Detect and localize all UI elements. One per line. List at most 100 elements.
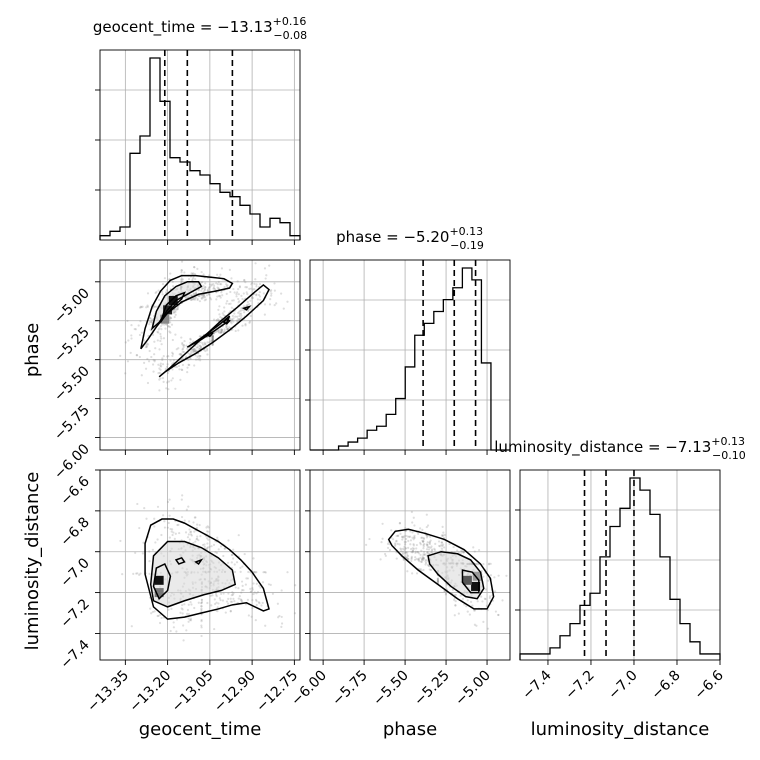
pair-geocent-time-phase-point (192, 340, 195, 343)
pair-geocent-time-phase-point (217, 280, 220, 284)
pair-geocent-time-phase-point (199, 359, 202, 362)
pair-geocent-time-luminosity-distance-point (276, 602, 279, 605)
pair-phase-luminosity-distance-point (409, 543, 412, 546)
pair-geocent-time-phase-point (187, 363, 190, 366)
pair-phase-luminosity-distance-point (510, 582, 512, 584)
pair-phase-luminosity-distance-point (425, 536, 429, 539)
pair-phase-luminosity-distance-point (403, 545, 406, 548)
pair-geocent-time-luminosity-distance-point (139, 572, 142, 575)
pair-geocent-time-phase-point (243, 279, 246, 282)
pair-geocent-time-phase-point (167, 325, 170, 328)
pair-geocent-time-luminosity-distance-point (181, 603, 184, 607)
pair-phase-luminosity-distance-point (453, 614, 456, 617)
pair-geocent-time-phase-point (156, 339, 159, 342)
pair-phase-luminosity-distance-point (427, 563, 430, 567)
pair-phase-luminosity-distance-point (454, 593, 457, 597)
pair-phase-luminosity-distance-point (381, 522, 384, 525)
pair-geocent-time-phase-point (238, 317, 241, 321)
pair-geocent-time-luminosity-distance-point (277, 616, 280, 619)
pair-geocent-time-luminosity-distance-point (293, 612, 297, 615)
pair-geocent-time-phase-point (161, 323, 164, 326)
pair-geocent-time-phase-point (213, 288, 217, 291)
pair-geocent-time-luminosity-distance-point (193, 516, 196, 519)
pair-geocent-time-phase-point (130, 324, 133, 327)
pair-phase-luminosity-distance-point (417, 558, 420, 561)
pair-geocent-time-phase-point (165, 387, 168, 390)
pair-phase-luminosity-distance-point (436, 579, 440, 582)
pair-phase-luminosity-distance-point (433, 547, 436, 550)
pair-geocent-time-phase-dense-cell-0 (168, 295, 178, 305)
pair-geocent-time-phase-point (141, 305, 144, 308)
pair-geocent-time-phase-point (211, 338, 214, 342)
pair-geocent-time-phase-point (193, 298, 197, 301)
pair-phase-luminosity-distance-point (406, 554, 410, 558)
pair-geocent-time-phase-point (233, 312, 236, 315)
pair-phase-luminosity-distance-point (400, 548, 403, 551)
pair-geocent-time-phase-point (126, 360, 130, 363)
pair-phase-luminosity-distance-point (422, 550, 426, 553)
pair-geocent-time-phase-point (210, 284, 213, 287)
pair-geocent-time-phase-point (211, 339, 214, 342)
pair-phase-luminosity-distance-density-fill-0 (428, 551, 484, 599)
pair-geocent-time-luminosity-distance-point (160, 533, 163, 537)
pair-phase-luminosity-distance-point (406, 557, 409, 560)
pair-geocent-time-phase-point (188, 363, 191, 367)
pair-geocent-time-phase-point (223, 306, 226, 309)
pair-geocent-time-phase-point (200, 345, 203, 348)
pair-geocent-time-phase-point (268, 264, 271, 267)
pair-phase-luminosity-distance-point (380, 540, 383, 544)
pair-geocent-time-phase-point (194, 358, 198, 361)
pair-geocent-time-phase-point (187, 295, 190, 299)
pair-geocent-time-luminosity-distance-point (242, 589, 245, 592)
pair-geocent-time-phase-point (157, 298, 161, 302)
pair-geocent-time-luminosity-distance-point (258, 584, 261, 587)
pair-geocent-time-phase-point (201, 342, 204, 345)
pair-phase-luminosity-distance-point (418, 560, 421, 563)
luminosity-distance-x-tick-label-2: −7.0 (605, 668, 640, 703)
pair-geocent-time-phase-point (159, 325, 162, 328)
pair-phase-luminosity-distance-point (469, 600, 473, 603)
pair-geocent-time-phase-point (173, 315, 176, 319)
pair-geocent-time-phase-point (172, 359, 175, 362)
pair-geocent-time-phase-point (140, 331, 143, 334)
pair-geocent-time-phase-point (211, 336, 214, 339)
pair-geocent-time-phase-point (153, 359, 156, 362)
pair-geocent-time-phase-point (220, 330, 223, 333)
pair-geocent-time-phase-point (244, 323, 247, 326)
pair-phase-luminosity-distance-point (412, 538, 415, 541)
pair-geocent-time-luminosity-distance-point (264, 624, 267, 627)
pair-geocent-time-phase-point (185, 355, 188, 358)
pair-geocent-time-phase-point (180, 279, 183, 282)
pair-geocent-time-phase-point (211, 338, 214, 341)
pair-phase-luminosity-distance-point (420, 560, 423, 563)
pair-geocent-time-luminosity-distance-point (271, 592, 275, 595)
pair-geocent-time-luminosity-distance-point (163, 526, 167, 529)
pair-geocent-time-phase-point (159, 335, 162, 338)
pair-geocent-time-phase-point (251, 281, 254, 285)
pair-geocent-time-phase-point (254, 262, 257, 265)
pair-geocent-time-phase-point (257, 293, 260, 297)
pair-geocent-time-luminosity-distance-point (250, 615, 253, 618)
pair-geocent-time-phase-point (142, 339, 146, 342)
pair-geocent-time-luminosity-distance-point (280, 622, 284, 625)
pair-geocent-time-phase-point (212, 286, 216, 289)
pair-geocent-time-phase-point (215, 330, 218, 333)
pair-geocent-time-phase-point (148, 323, 151, 326)
pair-phase-luminosity-distance-point (462, 551, 465, 554)
pair-geocent-time-phase-point (192, 348, 195, 351)
pair-phase-luminosity-distance-point (412, 516, 415, 519)
pair-geocent-time-phase-point (219, 273, 222, 276)
pair-geocent-time-phase-point (199, 344, 202, 347)
pair-geocent-time-luminosity-distance-point (200, 608, 203, 611)
pair-geocent-time-luminosity-distance-point (255, 582, 258, 585)
pair-geocent-time-phase-point (169, 272, 172, 275)
luminosity-distance-x-tick-label-1: −7.2 (562, 668, 597, 703)
pair-geocent-time-phase-point (206, 349, 209, 352)
pair-phase-luminosity-distance-point (395, 540, 398, 543)
pair-phase-luminosity-distance-point (388, 548, 392, 552)
pair-phase-luminosity-distance-point (436, 578, 439, 581)
pair-geocent-time-luminosity-distance-point (158, 621, 162, 625)
pair-geocent-time-luminosity-distance-point (219, 545, 223, 548)
pair-geocent-time-phase-point (180, 352, 183, 355)
pair-geocent-time-phase-point (258, 295, 262, 298)
